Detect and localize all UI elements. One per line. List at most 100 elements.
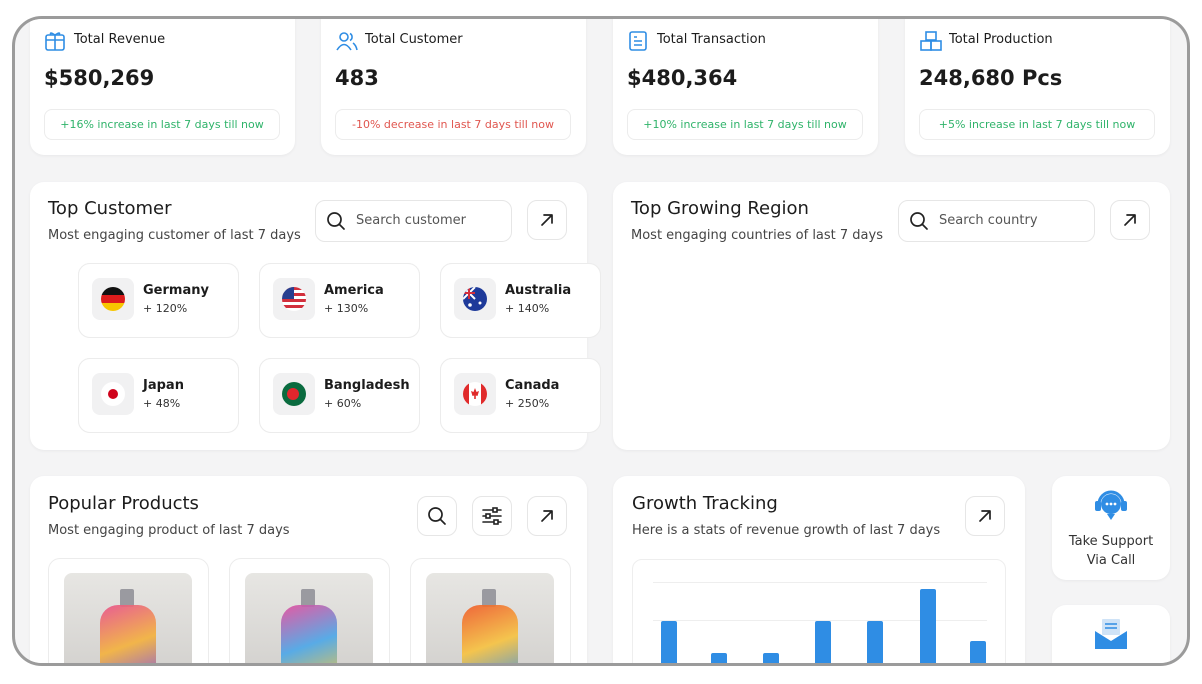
list-tile[interactable]: America + 130% [259,263,420,338]
support-icon [1093,488,1129,526]
product-image [245,573,373,663]
expand-button-icon [541,510,553,522]
list-tile[interactable]: Bangladesh + 60% [259,358,420,433]
expand-button[interactable] [965,496,1005,536]
stat-label: Total Production [949,32,1053,47]
stat-change: +5% increase in last 7 days till now [919,109,1155,140]
bottle-cap [301,589,315,607]
stat-icon [919,30,943,56]
expand-button-icon [1124,214,1136,226]
flag-box [454,278,496,320]
flag [101,382,125,406]
stat-icon [627,30,649,56]
search-icon-svg [910,212,928,230]
bottle [462,605,518,663]
product-image [426,573,554,663]
item-name: America [324,283,384,298]
item-name: Australia [505,283,572,298]
flag [101,287,125,311]
window-frame: Total Revenue $580,269 +16% increase in la… [12,16,1190,666]
mail-icon-svg [1095,619,1127,649]
panel-title: Popular Products [48,493,199,514]
bar [970,640,986,663]
item-detail: + 130% [324,302,369,315]
item-name: Japan [143,378,184,393]
expand-button[interactable] [1110,200,1150,240]
stat-label: Total Customer [365,32,463,47]
item-detail: + 250% [505,397,550,410]
search-placeholder: Search country [939,213,1038,228]
products-card: Popular Products Most engaging product of… [30,476,587,663]
panel-subtitle: Most engaging countries of last 7 days [631,228,883,243]
stat-icon [335,30,359,56]
stat-icon-svg [45,32,65,51]
list-tile[interactable]: Australia + 140% [440,263,601,338]
item-name: Canada [505,378,560,393]
expand-button[interactable] [527,200,567,240]
panel-title: Top Customer [48,198,172,219]
mail-card[interactable] [1052,605,1170,663]
support-icon-svg [1095,490,1127,520]
flag-svg [463,287,487,311]
stat-card: Total Customer 483 -10% decrease in last 7… [321,19,586,155]
flag [282,382,306,406]
product-tile[interactable] [229,558,390,663]
filter-button[interactable] [472,496,512,536]
bottle [281,605,337,663]
panel-title: Growth Tracking [632,493,778,514]
panel-card: Top Growing Region Most engaging countrie… [78,182,1170,450]
search-icon [326,211,346,235]
item-name: Bangladesh [324,378,410,393]
flag-svg [282,287,306,311]
flag [282,287,306,311]
stat-icon-svg [629,31,647,51]
stat-value: 483 [335,66,379,90]
stat-label: Total Transaction [657,32,766,47]
bar [763,653,779,663]
list-tile[interactable]: Japan + 48% [78,358,239,433]
bar [711,653,727,663]
stat-change: -10% decrease in last 7 days till now [335,109,571,140]
flag-svg [101,382,125,406]
grid-line [653,620,987,621]
panel-title: Top Growing Region [631,198,809,219]
bar [867,620,883,663]
product-image [64,573,192,663]
bar [920,589,936,663]
search-button[interactable] [417,496,457,536]
flag-svg [463,382,487,406]
product-tile[interactable] [48,558,209,663]
list-tile[interactable]: Canada + 250% [440,358,601,433]
stat-change: +10% increase in last 7 days till now [627,109,863,140]
flag-box [92,373,134,415]
flag [463,287,487,311]
bottle-cap [482,589,496,607]
stat-value: 248,680 Pcs [919,66,1063,90]
flag-box [273,278,315,320]
product-tile[interactable] [410,558,571,663]
growth-card: Growth Tracking Here is a stats of revenu… [613,476,1025,663]
bar [815,620,831,663]
search-box[interactable]: Search country [898,200,1095,242]
stat-card: Total Production 248,680 Pcs +5% increase … [905,19,1170,155]
flag-box [92,278,134,320]
item-detail: + 48% [143,397,181,410]
stat-icon-svg [336,32,358,51]
expand-button[interactable] [527,496,567,536]
flag [463,382,487,406]
list-tile[interactable]: Germany + 120% [78,263,239,338]
flag-svg [282,382,306,406]
bottle-cap [120,589,134,607]
stat-card: Total Transaction $480,364 +10% increase i… [613,19,878,155]
stat-value: $580,269 [44,66,155,90]
search-placeholder: Search customer [356,213,467,228]
panel-subtitle: Most engaging product of last 7 days [48,523,290,538]
item-name: Germany [143,283,209,298]
stat-icon [44,30,66,56]
expand-button-icon [979,510,991,522]
search-icon [909,211,929,235]
panel-subtitle: Here is a stats of revenue growth of las… [632,523,941,538]
search-box[interactable]: Search customer [315,200,512,242]
support-card[interactable]: Take Support Via Call [1052,476,1170,580]
